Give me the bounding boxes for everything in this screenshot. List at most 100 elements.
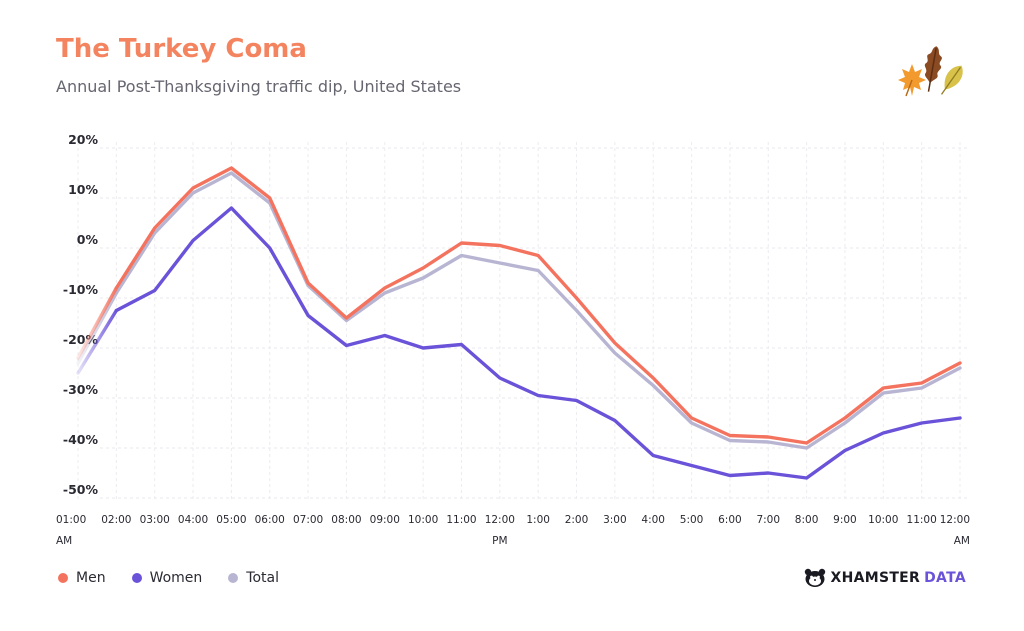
point-total [805,446,808,449]
maple-leaf-icon [898,64,926,97]
point-men [383,286,386,289]
point-total [728,439,731,442]
legend-item-total[interactable]: Total [228,570,279,586]
point-total [383,291,386,294]
x-tick-label: 7:00 [756,514,780,526]
point-total [76,361,79,364]
point-total [230,171,233,174]
point-men [268,196,271,199]
chart-subtitle: Annual Post-Thanksgiving traffic dip, Un… [56,77,462,96]
legend-label-total: Total [246,570,279,586]
point-men [153,226,156,229]
point-total [882,391,885,394]
point-women [843,449,846,452]
point-men [767,435,770,438]
point-total [843,421,846,424]
legend-item-women[interactable]: Women [131,570,203,586]
series-women-line [114,206,962,480]
x-axis-ticks: 01:00 AM 02:00 03:00 04:00 05:00 06:00 07:00 08:… [56,514,970,547]
legend-dot-men [58,573,68,583]
point-women [575,399,578,402]
legend-item-men[interactable]: Men [58,570,106,586]
grid [77,142,968,502]
point-men [460,241,463,244]
autumn-leaves-icon [898,46,963,97]
legend-label-women: Women [149,570,203,586]
point-men [882,386,885,389]
legend: Men Women Total [58,570,279,586]
x-tick-label: 4:00 [641,514,665,526]
x-tick-label: 11:00 [446,514,476,526]
point-total [613,351,616,354]
x-tick-sublabel: AM [954,535,970,547]
point-women [498,376,501,379]
point-men [191,186,194,189]
series-total-line [114,171,962,450]
x-tick-label: 12:00 [940,514,970,526]
point-men [613,341,616,344]
y-tick-label: -50% [63,482,99,497]
point-women [728,474,731,477]
y-tick-label: -10% [63,282,99,297]
x-tick-label: 3:00 [603,514,627,526]
oak-leaf-icon [924,46,942,92]
point-women [920,421,923,424]
x-tick-label: 05:00 [216,514,246,526]
point-total [537,269,540,272]
point-men [537,254,540,257]
y-tick-label: -30% [63,382,99,397]
x-tick-label: 8:00 [795,514,819,526]
point-total [652,384,655,387]
y-tick-label: 20% [68,132,98,147]
point-women [422,346,425,349]
point-women [306,314,309,317]
point-women [805,476,808,479]
hamster-icon [805,568,826,587]
point-women [268,246,271,249]
point-women [191,239,194,242]
point-men [230,166,233,169]
point-women [460,343,463,346]
series-men-lead [76,286,119,360]
series-lines [76,166,962,480]
brand-accent: DATA [924,570,966,586]
y-axis-ticks: 20%10%0%-10%-20%-30%-40%-50% [63,132,99,497]
point-men [728,434,731,437]
point-total [920,386,923,389]
x-tick-label: 01:00 [56,514,86,526]
x-tick-label: 5:00 [680,514,704,526]
y-tick-label: -40% [63,432,99,447]
point-men [958,361,961,364]
point-women [537,394,540,397]
point-women [690,464,693,467]
legend-dot-women [131,573,142,583]
point-women [767,471,770,474]
point-men [920,381,923,384]
point-women [76,371,79,374]
legend-dot-total [228,573,239,583]
point-men [805,441,808,444]
point-women [613,419,616,422]
x-tick-sublabel: AM [56,535,72,547]
point-total [958,366,961,369]
point-total [191,191,194,194]
y-tick-label: 0% [77,232,99,247]
point-women [115,309,118,312]
x-tick-label: 2:00 [565,514,589,526]
point-men [345,316,348,319]
x-tick-label: 03:00 [140,514,170,526]
point-men [575,296,578,299]
x-tick-label: 12:00 [485,514,515,526]
point-women [882,431,885,434]
x-tick-label: 09:00 [370,514,400,526]
point-women [153,289,156,292]
x-tick-label: 1:00 [526,514,550,526]
point-women [958,416,961,419]
series-total-lead [76,291,119,365]
x-tick-label: 11:00 [907,514,937,526]
point-total [767,440,770,443]
x-tick-label: 9:00 [833,514,857,526]
brand-logo[interactable]: XHAMSTER DATA [804,568,966,588]
point-total [460,254,463,257]
